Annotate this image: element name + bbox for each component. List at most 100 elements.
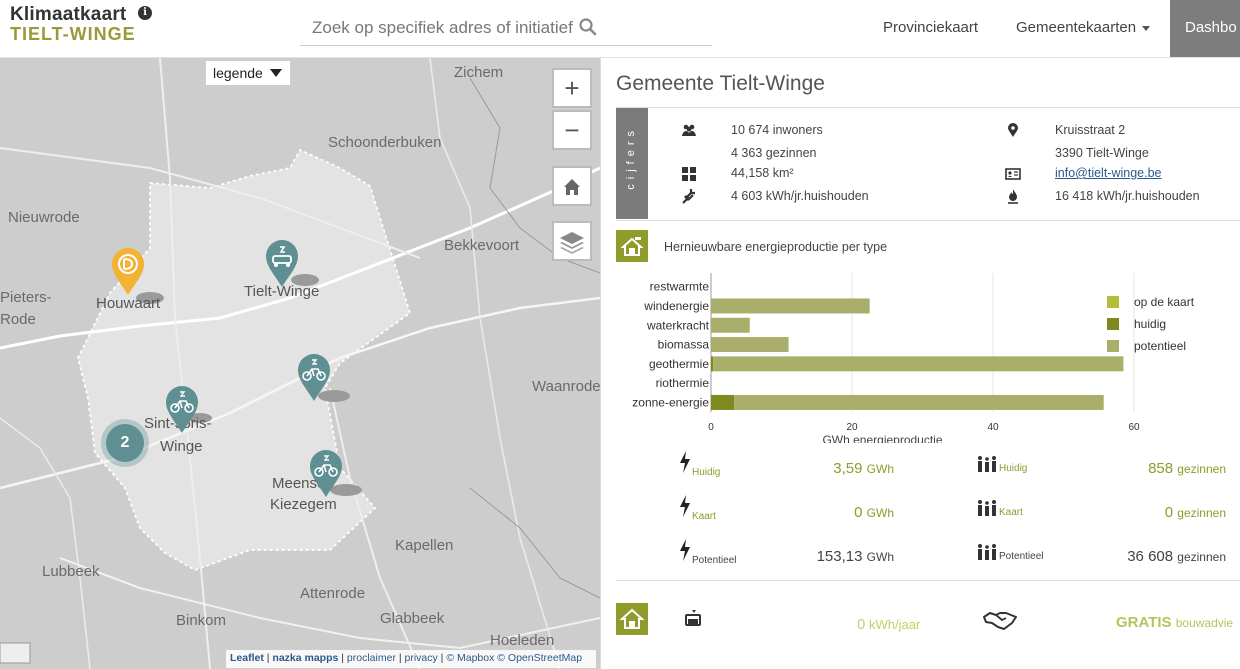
fact-verbruik-gas: 16 418 kWh/jr.huishouden — [1055, 189, 1200, 203]
stat-potentieel-gezinnen: 36 608 gezinnen — [1101, 548, 1226, 565]
home-extent-button[interactable] — [552, 166, 592, 206]
fact-oppervlakte: 44,158 km² — [731, 166, 794, 180]
email-link[interactable]: info@tielt-winge.be — [1055, 166, 1162, 180]
layers-icon — [560, 232, 584, 254]
stat-kaart-gwh-value: 0 — [854, 504, 863, 521]
attribution-leaflet-link[interactable]: Leaflet — [230, 652, 264, 664]
top-header: Klimaatkaart TIELT-WINGE i Provinciekaar… — [0, 0, 1240, 58]
unit-gezinnen: gezinnen — [1177, 550, 1226, 564]
energy-production-chart: restwarmte windenergie waterkracht biomassa… — [632, 273, 1195, 443]
plug-icon — [682, 189, 695, 204]
house-solar-icon — [620, 237, 644, 256]
divider — [616, 107, 1240, 108]
marker-cluster[interactable]: 2 — [106, 424, 144, 462]
x-axis-label: GWh energieproductie — [822, 433, 942, 443]
place-label: Kiezegem — [270, 496, 337, 513]
stat-potentieel-gezinnen-value: 36 608 — [1127, 548, 1174, 565]
search-icon[interactable] — [578, 17, 598, 37]
stat-kaart-gezinnen: 0 gezinnen — [1101, 504, 1226, 521]
house-icon — [619, 608, 645, 629]
bar-huidig — [711, 394, 735, 410]
place-label: Binkom — [176, 612, 227, 629]
place-label: Schoonderbuken — [328, 134, 442, 151]
house-energy-tab[interactable] — [616, 230, 648, 262]
nav-gemeentekaarten[interactable]: Gemeentekaarten — [1016, 19, 1151, 36]
attribution-osm-link[interactable]: © OpenStreetMap — [497, 652, 583, 664]
place-label: Kapellen — [395, 537, 454, 554]
bottom-kwh-value: 0 — [857, 616, 866, 633]
bar-huidig — [711, 356, 714, 372]
family-icon — [978, 500, 996, 516]
attribution-mapbox-link[interactable]: © Mapbox — [446, 652, 495, 664]
lightning-icon — [680, 539, 690, 561]
category-label: riothermie — [656, 376, 710, 390]
legend-entry: huidig — [1134, 317, 1166, 331]
house-tab[interactable] — [616, 603, 648, 635]
divider — [616, 580, 1240, 581]
place-label: Pieters- — [0, 289, 52, 306]
cijfers-label: cijfers — [625, 126, 637, 190]
bar-potentieel — [711, 337, 789, 353]
nav-provinciekaart[interactable]: Provinciekaart — [883, 19, 979, 36]
stat-label-huidig: Huidig — [692, 467, 721, 478]
lightning-icon — [680, 495, 690, 517]
attribution-privacy-link[interactable]: privacy — [404, 652, 438, 664]
flame-icon — [1008, 189, 1018, 204]
search-input[interactable] — [300, 10, 712, 45]
stat-huidig-gwh-value: 3,59 — [833, 460, 863, 477]
category-label: waterkracht — [646, 318, 710, 332]
info-icon[interactable]: i — [138, 6, 152, 20]
place-label: Glabbeek — [380, 610, 445, 627]
x-tick-label: 60 — [1128, 422, 1140, 433]
family-icon — [978, 544, 996, 560]
e-bike-marker-icon[interactable] — [164, 384, 200, 434]
nav-dashboard[interactable]: Dashbo — [1170, 0, 1240, 57]
grid-area-icon — [682, 167, 696, 181]
search-bar — [300, 10, 712, 46]
contact-card-icon — [1005, 168, 1021, 180]
map-pin-icon — [1008, 123, 1018, 137]
stat-label-kaart: Kaart — [692, 511, 716, 522]
map-attribution: Leaflet | nazka mapps | proclaimer | pri… — [226, 650, 596, 668]
bar-potentieel — [713, 356, 1124, 372]
place-label: Attenrode — [300, 585, 366, 602]
stat-label-potentieel: Potentieel — [692, 555, 737, 566]
logo-subtitle: TIELT-WINGE — [10, 24, 136, 44]
bar-potentieel — [734, 394, 1104, 410]
geothermie-marker-icon[interactable] — [110, 246, 146, 296]
place-label: Tielt-Winge — [244, 283, 320, 300]
attribution-proclaimer-link[interactable]: proclaimer — [346, 652, 396, 664]
layers-button[interactable] — [552, 221, 592, 261]
place-label: Rode — [0, 311, 36, 328]
e-bike-marker-icon[interactable] — [308, 448, 344, 498]
stat-kaart-gwh: 0 GWh — [791, 504, 894, 521]
people-icon — [682, 124, 696, 136]
legend-entry: potentieel — [1134, 339, 1186, 353]
e-bike-marker-icon[interactable] — [296, 352, 332, 402]
attribution-nazka-link[interactable]: nazka mapps — [272, 652, 339, 664]
map-basemap — [0, 58, 600, 669]
fact-inwoners: 10 674 inwoners — [731, 123, 823, 137]
stat-potentieel-gwh-value: 153,13 — [816, 548, 863, 565]
gratis-bouwadvies: GRATIS bouwadvie — [1116, 614, 1233, 631]
x-tick-label: 0 — [708, 422, 714, 433]
stat-label-kaart: Kaart — [999, 507, 1023, 518]
legend-toggle[interactable]: legende — [206, 61, 290, 85]
app-logo[interactable]: Klimaatkaart TIELT-WINGE — [10, 4, 136, 45]
stat-huidig-gezinnen-value: 858 — [1148, 460, 1174, 477]
handshake-icon — [983, 612, 1017, 630]
divider — [616, 220, 1240, 221]
zoom-in-button[interactable]: + — [552, 68, 592, 108]
category-label: restwarmte — [650, 280, 710, 294]
battery-icon — [685, 610, 701, 626]
bottom-kwh: 0 kWh/jaar — [857, 616, 920, 633]
legend-swatch — [1107, 318, 1119, 330]
zoom-out-button[interactable]: − — [552, 110, 592, 150]
family-icon — [978, 456, 996, 472]
nav-gemeentekaarten-label: Gemeentekaarten — [1016, 19, 1137, 36]
municipality-panel: Gemeente Tielt-Winge cijfers 10 674 inwo… — [600, 58, 1240, 669]
electric-car-marker-icon[interactable] — [264, 238, 300, 288]
map-view[interactable]: legende + − Zichem Schoonderbuken Nieuwr… — [0, 58, 600, 669]
legend-swatch — [1107, 340, 1119, 352]
legend-label: legende — [213, 65, 263, 81]
